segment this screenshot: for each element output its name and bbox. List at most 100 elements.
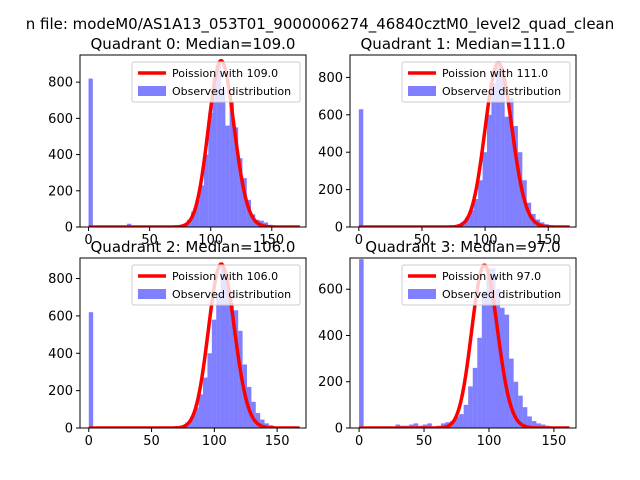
legend-box	[131, 264, 301, 306]
legend-entry-label: Poission with 111.0	[442, 67, 548, 80]
x-tick-label: 50	[143, 434, 160, 449]
x-tick-label: 150	[536, 233, 561, 248]
histogram-bar	[208, 112, 213, 227]
histogram-bar	[229, 302, 234, 428]
histogram-bar	[491, 83, 496, 227]
histogram-bar	[88, 78, 93, 227]
histogram-bar	[482, 152, 487, 227]
x-tick-label: 0	[355, 434, 363, 449]
histogram-bar	[233, 310, 239, 428]
y-tick-label: 600	[318, 283, 343, 298]
histogram-bar	[531, 421, 537, 428]
histogram-bar	[500, 75, 505, 227]
y-tick-label: 400	[318, 146, 343, 161]
histogram-bar	[413, 423, 419, 428]
legend-box	[401, 264, 571, 306]
histogram-bar	[203, 154, 209, 227]
legend: Poission with 111.0 Observed distribution	[401, 61, 571, 103]
legend-patch-swatch	[138, 289, 166, 299]
histogram-bar	[358, 109, 364, 227]
histogram-bar	[459, 414, 464, 428]
histogram-bar	[473, 198, 479, 227]
histogram-bar	[216, 64, 222, 227]
histogram-bar	[504, 116, 510, 227]
y-tick-label: 200	[48, 184, 73, 199]
x-tick-label: 50	[414, 233, 431, 248]
y-tick-label: 600	[48, 112, 73, 127]
histogram-bar	[221, 89, 226, 227]
y-tick-label: 600	[318, 108, 343, 123]
subplot-title: Quadrant 0: Median=109.0	[91, 35, 296, 53]
legend: Poission with 97.0 Observed distribution	[401, 264, 571, 306]
y-tick-label: 0	[335, 422, 343, 437]
histogram-bar	[481, 291, 487, 428]
histogram-bar	[189, 416, 195, 428]
subplot-quadrant-3: 0 50 100 150 0 200 400 600 Poission with 97.0 Obs…	[318, 238, 577, 449]
histogram-bar	[513, 381, 519, 428]
subplot-title: Quadrant 2: Median=106.0	[91, 238, 296, 256]
histogram-bar	[216, 293, 221, 428]
x-tick-label: 0	[84, 233, 92, 248]
histogram-bar	[522, 407, 528, 428]
histogram-bar	[233, 127, 239, 227]
y-tick-label: 600	[48, 309, 73, 324]
histogram-bar	[251, 401, 256, 428]
axes-frame	[79, 257, 307, 429]
y-tick-label: 800	[48, 76, 73, 91]
histogram-bar	[509, 98, 514, 227]
legend: Poission with 106.0 Observed distribution	[131, 264, 301, 306]
histogram-bar	[238, 158, 243, 227]
poisson-curve	[88, 262, 301, 428]
plot-area	[88, 59, 301, 227]
histogram-bar	[225, 125, 230, 227]
subplot-title: Quadrant 3: Median=97.0	[365, 238, 560, 256]
subplot-quadrant-0: 0 50 100 150 0 200 400 600 800 Poission with 109.…	[48, 35, 307, 248]
y-tick-label: 0	[65, 422, 73, 437]
legend-box	[401, 61, 571, 103]
x-tick-label: 100	[473, 233, 498, 248]
histogram-bar	[477, 337, 482, 428]
histogram-bar	[427, 423, 432, 428]
histogram-bar	[203, 377, 208, 428]
x-tick-label: 50	[416, 434, 433, 449]
histogram-bar	[486, 268, 491, 428]
legend-patch-swatch	[408, 86, 436, 96]
x-tick-label: 50	[141, 233, 158, 248]
histogram-bar	[495, 66, 501, 227]
figure-suptitle: n file: modeM0/AS1A13_053T01_9000006274_…	[26, 15, 615, 34]
histogram-bar	[468, 386, 473, 428]
axes-frame	[79, 54, 307, 228]
legend-entry-label: Observed distribution	[442, 288, 561, 301]
legend-entry-label: Poission with 106.0	[172, 270, 278, 283]
histogram-bar	[88, 312, 94, 428]
histogram-bar	[454, 416, 460, 428]
histogram-bar	[212, 78, 217, 227]
y-tick-label: 200	[48, 384, 73, 399]
y-tick-label: 800	[48, 272, 73, 287]
histogram-bar	[486, 114, 492, 227]
histogram-bar	[207, 353, 212, 428]
histogram-bar	[490, 268, 496, 428]
x-tick-label: 150	[542, 434, 567, 449]
x-tick-label: 0	[85, 434, 93, 449]
subplot-grid: 0 50 100 150 0 200 400 600 800 Poission with 109.…	[48, 35, 577, 449]
y-tick-label: 200	[318, 375, 343, 390]
axes-frame	[349, 54, 577, 228]
histogram-bar	[199, 185, 204, 227]
x-tick-label: 150	[259, 233, 284, 248]
histogram-bar	[478, 180, 483, 227]
x-tick-label: 100	[198, 233, 223, 248]
legend-box	[131, 61, 301, 103]
histogram-bar	[195, 199, 200, 227]
histogram-bar	[260, 419, 265, 428]
subplot-quadrant-1: 0 50 100 150 0 200 400 600 800 Poission with 111.…	[318, 35, 577, 248]
histogram-bar	[513, 126, 518, 227]
histogram-bar	[472, 367, 478, 428]
histogram-bar	[464, 217, 470, 227]
histogram-bar	[518, 395, 523, 428]
x-tick-label: 100	[202, 434, 227, 449]
histogram-bar	[211, 319, 217, 428]
x-tick-label: 100	[477, 434, 502, 449]
histogram-bar	[504, 314, 510, 428]
